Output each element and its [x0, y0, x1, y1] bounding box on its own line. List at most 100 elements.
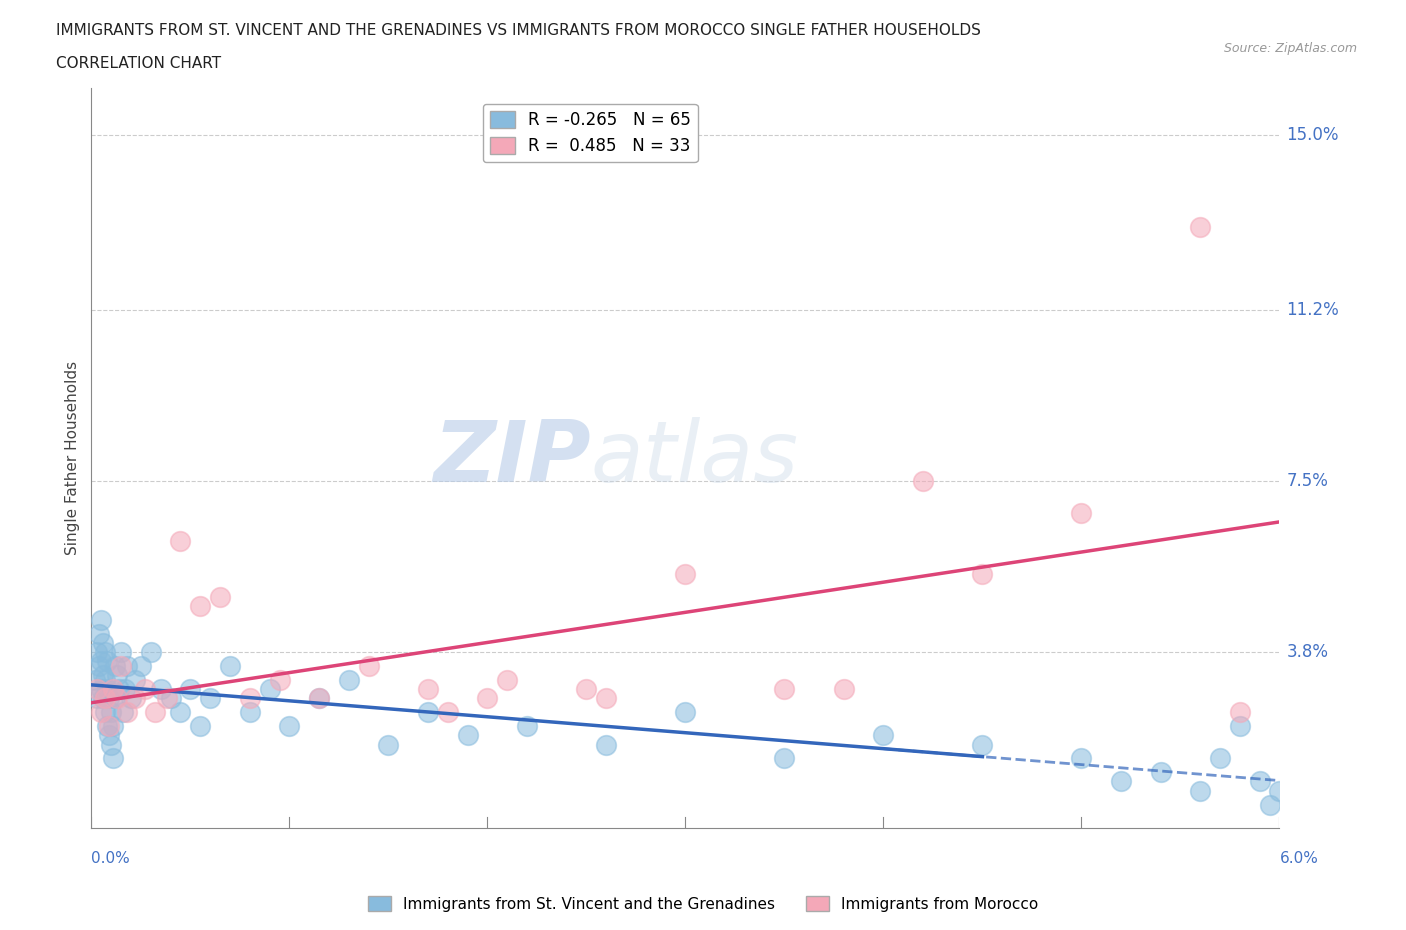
Point: [90, 654, 112, 669]
Point: [832, 682, 855, 697]
Point: [91, 635, 114, 650]
Point: [1258, 797, 1281, 812]
Point: [269, 672, 291, 687]
Point: [239, 705, 262, 720]
Point: [575, 682, 598, 697]
Point: [105, 668, 128, 683]
Point: [104, 691, 127, 706]
Point: [124, 672, 146, 687]
Point: [86, 644, 108, 659]
Point: [416, 682, 439, 697]
Legend: Immigrants from St. Vincent and the Grenadines, Immigrants from Morocco: Immigrants from St. Vincent and the Gren…: [361, 889, 1045, 918]
Point: [98, 719, 121, 734]
Point: [1070, 751, 1092, 765]
Point: [115, 705, 138, 720]
Text: IMMIGRANTS FROM ST. VINCENT AND THE GRENADINES VS IMMIGRANTS FROM MOROCCO SINGLE: IMMIGRANTS FROM ST. VINCENT AND THE GREN…: [56, 23, 981, 38]
Point: [1249, 774, 1271, 789]
Point: [1150, 764, 1173, 779]
Legend: R = -0.265   N = 65, R =  0.485   N = 33: R = -0.265 N = 65, R = 0.485 N = 33: [484, 104, 697, 162]
Point: [90, 705, 112, 720]
Point: [188, 719, 211, 734]
Point: [100, 705, 122, 720]
Point: [94, 672, 117, 687]
Point: [110, 644, 132, 659]
Point: [357, 658, 380, 673]
Point: [105, 691, 128, 706]
Point: [496, 672, 519, 687]
Point: [219, 658, 242, 673]
Point: [239, 691, 262, 706]
Point: [86, 682, 108, 697]
Point: [436, 705, 458, 720]
Point: [516, 719, 538, 734]
Point: [1109, 774, 1132, 789]
Text: ZIP: ZIP: [433, 417, 591, 499]
Point: [972, 737, 994, 752]
Point: [159, 691, 181, 706]
Point: [134, 682, 156, 697]
Point: [595, 691, 617, 706]
Point: [1209, 751, 1232, 765]
Point: [101, 751, 124, 765]
Text: 11.2%: 11.2%: [1286, 301, 1340, 319]
Point: [200, 691, 222, 706]
Text: 0.0%: 0.0%: [91, 851, 131, 866]
Point: [139, 644, 162, 659]
Point: [872, 728, 894, 743]
Point: [169, 534, 191, 549]
Point: [337, 672, 360, 687]
Y-axis label: Single Father Households: Single Father Households: [65, 361, 80, 555]
Text: 3.8%: 3.8%: [1286, 644, 1329, 661]
Point: [179, 682, 201, 697]
Text: atlas: atlas: [591, 417, 799, 499]
Point: [120, 691, 142, 706]
Point: [112, 705, 135, 720]
Point: [96, 719, 118, 734]
Point: [104, 658, 127, 673]
Point: [129, 658, 152, 673]
Point: [595, 737, 617, 752]
Point: [114, 682, 136, 697]
Point: [89, 626, 111, 641]
Point: [90, 612, 112, 627]
Point: [1268, 783, 1291, 798]
Point: [673, 705, 696, 720]
Point: [209, 590, 232, 604]
Point: [1189, 219, 1212, 234]
Point: [115, 658, 138, 673]
Point: [188, 599, 211, 614]
Point: [94, 644, 117, 659]
Point: [96, 682, 118, 697]
Point: [1189, 783, 1212, 798]
Point: [1070, 506, 1092, 521]
Point: [773, 682, 796, 697]
Point: [89, 658, 111, 673]
Point: [101, 719, 124, 734]
Point: [156, 691, 179, 706]
Point: [98, 728, 121, 743]
Point: [98, 691, 121, 706]
Point: [84, 672, 107, 687]
Text: Source: ZipAtlas.com: Source: ZipAtlas.com: [1223, 42, 1357, 55]
Point: [108, 682, 131, 697]
Point: [673, 566, 696, 581]
Point: [308, 691, 330, 706]
Point: [94, 691, 117, 706]
Point: [477, 691, 499, 706]
Text: 7.5%: 7.5%: [1286, 472, 1329, 490]
Point: [110, 658, 132, 673]
Point: [149, 682, 172, 697]
Point: [96, 654, 118, 669]
Point: [278, 719, 301, 734]
Point: [90, 682, 112, 697]
Point: [124, 691, 146, 706]
Point: [972, 566, 994, 581]
Point: [377, 737, 399, 752]
Point: [308, 691, 330, 706]
Point: [94, 705, 117, 720]
Text: CORRELATION CHART: CORRELATION CHART: [56, 56, 221, 71]
Point: [259, 682, 281, 697]
Point: [416, 705, 439, 720]
Point: [457, 728, 479, 743]
Point: [91, 691, 114, 706]
